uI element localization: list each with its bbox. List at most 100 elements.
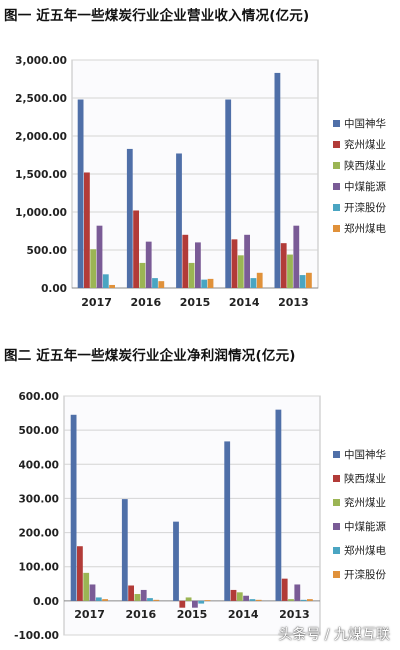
bar [224, 441, 231, 601]
y-tick-label: 2,500.00 [15, 93, 67, 105]
legend-swatch [333, 204, 340, 211]
bar [134, 594, 141, 601]
y-tick-label: -100.00 [14, 630, 59, 640]
bar [306, 272, 312, 288]
x-tick-label: 2016 [130, 296, 161, 309]
bar [145, 241, 152, 288]
revenue-figure: 图一 近五年一些煤炭行业企业营业收入情况(亿元) 0.00 500.00 1,000… [4, 8, 386, 309]
bar [95, 597, 102, 601]
chart-title: 图一 近五年一些煤炭行业企业营业收入情况(亿元) [4, 8, 310, 24]
bar [84, 172, 90, 288]
bar [179, 600, 186, 608]
bar [147, 598, 153, 601]
bar [158, 281, 165, 288]
bar [249, 599, 256, 601]
legend-swatch [333, 571, 340, 578]
y-tick-label: 3,000.00 [15, 55, 67, 67]
revenue-chart: 0.00 500.00 1,000.00 1,500.00 2,000.00 2,500.… [15, 55, 386, 309]
bar [102, 274, 109, 288]
bar [299, 275, 306, 288]
legend-label: 兖州煤业 [344, 138, 386, 151]
x-tick-label: 2013 [279, 608, 310, 621]
bar [96, 225, 103, 288]
bar [89, 584, 96, 601]
bar [237, 255, 244, 288]
x-tick-label: 2017 [81, 296, 112, 309]
bar [70, 414, 77, 601]
x-tick-label: 2013 [278, 296, 309, 309]
bar [281, 578, 288, 601]
y-tick-label: 500.00 [26, 245, 67, 257]
legend-label: 中国神华 [344, 117, 386, 130]
legend-swatch [333, 183, 340, 190]
bar [188, 262, 195, 288]
bar [307, 599, 313, 601]
legend-label: 中国神华 [344, 448, 386, 461]
legend-label: 郑州煤电 [344, 544, 386, 557]
legend-label: 郑州煤电 [344, 222, 386, 235]
bar [153, 599, 160, 601]
bar [300, 599, 307, 601]
legend-swatch [333, 523, 340, 530]
bar [243, 595, 249, 601]
bar [236, 592, 243, 601]
net-profit-figure: 图二 近五年一些煤炭行业企业净利润情况(亿元) -100.00 0.00 100.0… [0, 340, 400, 640]
y-tick-label: 200.00 [18, 528, 59, 540]
x-tick-label: 2017 [74, 608, 105, 621]
bar [133, 210, 139, 288]
bar [173, 521, 179, 601]
legend-swatch [333, 141, 340, 148]
y-tick-label: 1,500.00 [15, 169, 67, 181]
bar [90, 249, 97, 288]
bar [182, 234, 189, 288]
net-profit-chart: -100.00 0.00 100.00 200.00 300.00 400.00 500.0… [14, 391, 386, 640]
bar [294, 584, 301, 601]
bar [256, 272, 263, 288]
bar [230, 589, 237, 601]
x-tick-label: 2014 [228, 608, 259, 621]
bar [207, 278, 214, 288]
bar [176, 153, 182, 288]
x-tick-label: 2016 [125, 608, 156, 621]
bar [185, 597, 192, 601]
y-tick-label: 600.00 [18, 391, 59, 403]
bar [204, 600, 211, 601]
bar [128, 585, 134, 601]
legend-swatch [333, 120, 340, 127]
bar [139, 262, 146, 288]
bar [83, 572, 90, 601]
y-tick-label: 2,000.00 [15, 131, 67, 143]
y-tick-label: 0.00 [33, 596, 59, 608]
x-tick-label: 2015 [180, 296, 211, 309]
bar [77, 99, 84, 289]
legend-label: 开滦股份 [344, 568, 386, 581]
legend-label: 兖州煤业 [344, 496, 386, 509]
legend-label: 中煤能源 [344, 180, 386, 193]
bar [126, 148, 133, 288]
legend-label: 陕西煤业 [344, 159, 386, 172]
legend-swatch [333, 475, 340, 482]
bar [280, 243, 287, 288]
bar [77, 546, 83, 601]
bar [140, 589, 147, 601]
bar [152, 278, 158, 288]
watermark: 头条号 / 九煤互联 [278, 627, 390, 643]
bar [109, 284, 115, 288]
chart-title: 图二 近五年一些煤炭行业企业净利润情况(亿元) [4, 348, 296, 364]
bar [121, 499, 128, 601]
legend-label: 中煤能源 [344, 520, 386, 533]
bar [255, 599, 262, 601]
bar [287, 254, 293, 288]
bar [195, 242, 201, 288]
x-tick-label: 2014 [229, 296, 260, 309]
bar [198, 600, 205, 604]
bar [231, 239, 238, 288]
y-tick-label: 400.00 [18, 459, 59, 471]
legend-swatch [333, 162, 340, 169]
y-tick-label: 500.00 [18, 425, 59, 437]
y-tick-label: 300.00 [18, 493, 59, 505]
legend-swatch [333, 225, 340, 232]
bar [250, 278, 257, 288]
bar [274, 72, 281, 288]
legend-swatch [333, 451, 340, 458]
